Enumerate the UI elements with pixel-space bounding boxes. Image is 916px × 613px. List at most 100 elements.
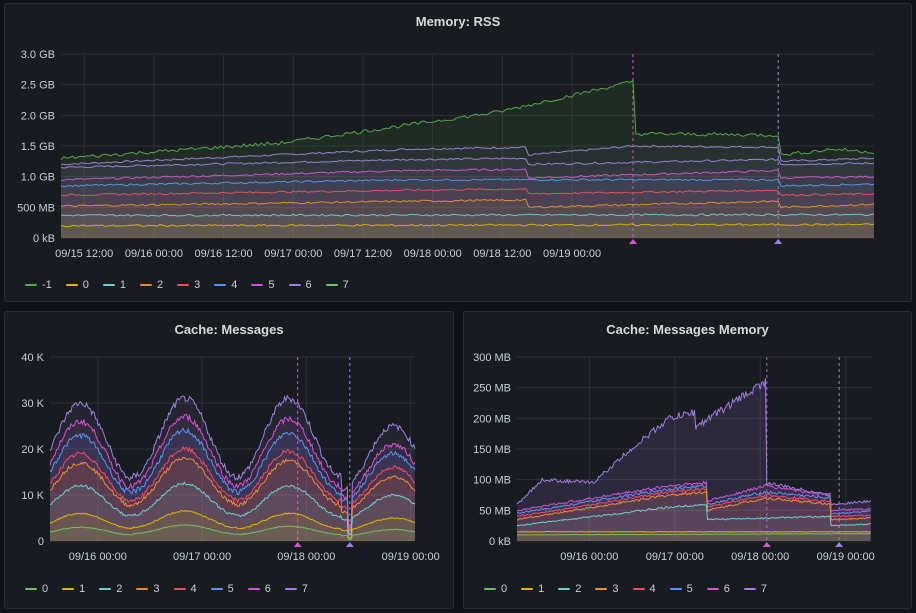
- series-line-6[interactable]: [516, 480, 871, 512]
- y-tick-label: 500 MB: [17, 202, 55, 214]
- series-area--1: [61, 80, 874, 238]
- series-line-0[interactable]: [60, 223, 875, 228]
- series-line-4[interactable]: [49, 445, 416, 532]
- y-tick-label: 100 MB: [473, 475, 511, 487]
- legend-swatch: [325, 284, 338, 286]
- y-tick-label: 250 MB: [473, 383, 511, 395]
- series-line-7[interactable]: [49, 394, 416, 526]
- legend-label: 2: [116, 583, 123, 595]
- series-line-0[interactable]: [517, 532, 871, 536]
- legend-item-1[interactable]: 1: [62, 583, 85, 595]
- legend-item-7[interactable]: 7: [284, 583, 308, 595]
- series-line-7[interactable]: [60, 144, 875, 166]
- annotation-marker[interactable]: [629, 239, 638, 244]
- legend-swatch: [247, 588, 260, 590]
- panel-title[interactable]: Cache: Messages Memory: [606, 322, 769, 337]
- series-line-4[interactable]: [516, 487, 871, 518]
- legend-item-5[interactable]: 5: [210, 583, 234, 595]
- x-tick-label: 09/16 00:00: [125, 248, 183, 260]
- legend-item-2[interactable]: 2: [558, 583, 581, 595]
- series-area-6: [50, 414, 415, 541]
- series-area-4: [61, 178, 874, 238]
- y-tick-label: 0 kB: [489, 536, 511, 548]
- series-line-2[interactable]: [60, 198, 875, 209]
- legend-label: 4: [649, 583, 656, 595]
- series-line-1[interactable]: [49, 509, 416, 539]
- legend-item-1[interactable]: 1: [521, 583, 544, 595]
- legend-item-3[interactable]: 3: [177, 279, 200, 291]
- legend-swatch: [484, 588, 496, 590]
- y-tick-label: 3.0 GB: [21, 49, 55, 61]
- panel-title[interactable]: Cache: Messages: [174, 322, 284, 337]
- legend-swatch: [669, 588, 682, 590]
- series-line-5[interactable]: [60, 168, 875, 181]
- series-area-2: [61, 199, 874, 238]
- annotation-marker[interactable]: [762, 542, 771, 547]
- series-line-5[interactable]: [516, 483, 871, 515]
- legend-item-5[interactable]: 5: [669, 583, 693, 595]
- legend-item-3[interactable]: 3: [595, 583, 619, 595]
- series-area-0: [517, 533, 871, 541]
- legend-item-4[interactable]: 4: [173, 583, 197, 595]
- legend-item-2[interactable]: 2: [99, 583, 122, 595]
- panel-title[interactable]: Memory: RSS: [415, 14, 501, 29]
- series-line-2[interactable]: [49, 481, 416, 536]
- legend-item--1[interactable]: -1: [25, 279, 52, 291]
- series-line-3[interactable]: [516, 490, 871, 521]
- series-line-2[interactable]: [516, 503, 871, 527]
- series-line--1[interactable]: [60, 79, 875, 161]
- legend-item-2[interactable]: 2: [140, 279, 163, 291]
- annotation-marker[interactable]: [293, 542, 302, 547]
- series-line-5[interactable]: [49, 427, 416, 532]
- annotation-marker[interactable]: [835, 542, 844, 547]
- series-line-0[interactable]: [49, 524, 416, 541]
- panel-memory-rss: Memory: RSS 0 kB 500 MB 1.0 GB 1.5 GB 2.0 GB…: [4, 3, 912, 302]
- y-tick-label: 2.0 GB: [21, 110, 55, 122]
- series-line-6[interactable]: [60, 157, 875, 169]
- legend-item-0[interactable]: 0: [25, 583, 48, 595]
- series-area-5: [61, 168, 874, 238]
- series-area-3: [50, 457, 415, 541]
- y-tick-label: 40 K: [21, 352, 44, 364]
- legend-item-4[interactable]: 4: [214, 279, 237, 291]
- legend-item-0[interactable]: 0: [484, 583, 507, 595]
- series-area-1: [61, 213, 874, 238]
- legend-item-4[interactable]: 4: [632, 583, 656, 595]
- series-line-1[interactable]: [60, 213, 875, 217]
- legend-item-1[interactable]: 1: [102, 279, 126, 291]
- series-line-1[interactable]: [517, 530, 871, 533]
- x-tick-label: 09/16 00:00: [560, 551, 618, 563]
- legend-item-3[interactable]: 3: [136, 583, 160, 595]
- rss-chart[interactable]: 0 kB 500 MB 1.0 GB 1.5 GB 2.0 GB 2.5 GB 3.0 GB…: [5, 34, 911, 284]
- legend-swatch: [102, 284, 115, 286]
- y-tick-label: 1.5 GB: [21, 141, 55, 153]
- legend-item-6[interactable]: 6: [706, 583, 730, 595]
- legend-item-7[interactable]: 7: [743, 583, 767, 595]
- legend-swatch: [210, 588, 223, 590]
- annotation-marker[interactable]: [345, 542, 354, 547]
- legend-swatch: [136, 588, 149, 590]
- legend-swatch: [173, 588, 186, 590]
- series-line-3[interactable]: [60, 187, 875, 197]
- messages-memory-chart[interactable]: 0 kB 50 MB 100 MB 150 MB 200 MB 250 MB 300 MB 0…: [464, 342, 911, 592]
- legend-swatch: [65, 284, 78, 286]
- legend-item-6[interactable]: 6: [247, 583, 271, 595]
- legend-label: 3: [194, 279, 201, 291]
- legend-swatch: [140, 284, 153, 286]
- legend-item-0[interactable]: 0: [65, 279, 89, 291]
- legend-item-7[interactable]: 7: [325, 279, 349, 291]
- legend-item-5[interactable]: 5: [251, 279, 275, 291]
- series-line-3[interactable]: [49, 456, 416, 532]
- legend-label: 7: [760, 583, 767, 595]
- annotation-marker[interactable]: [774, 239, 783, 244]
- legend-label: 0: [82, 279, 89, 291]
- legend-item-6[interactable]: 6: [288, 279, 312, 291]
- y-tick-label: 10 K: [21, 490, 44, 502]
- legend-label: 3: [612, 583, 619, 595]
- legend-swatch: [558, 588, 571, 590]
- legend-swatch: [521, 588, 534, 590]
- legend-label: 0: [42, 583, 49, 595]
- series-line-4[interactable]: [60, 178, 875, 188]
- messages-chart[interactable]: 0 10 K 20 K 30 K 40 K 09/16 00:00 09/17 00:00 0…: [5, 342, 453, 592]
- series-line-6[interactable]: [49, 413, 416, 529]
